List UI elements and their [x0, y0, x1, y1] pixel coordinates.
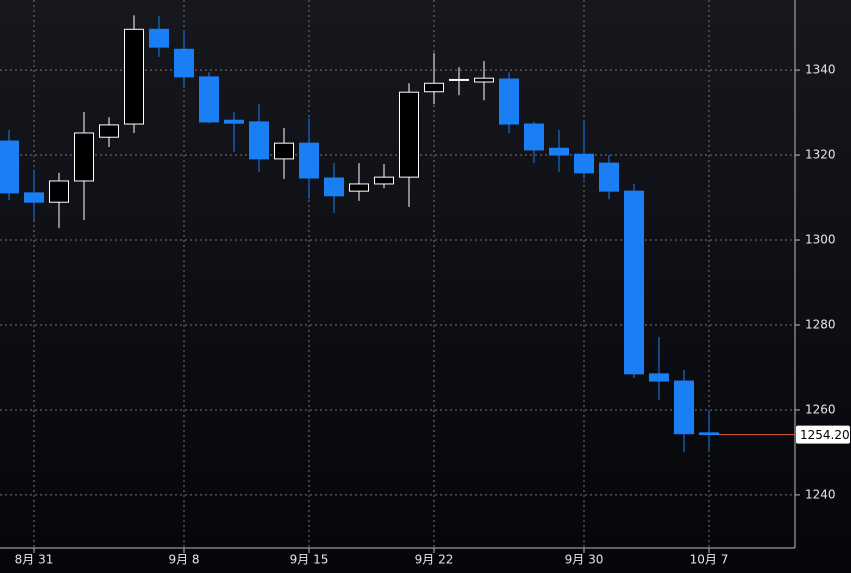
- candle-body: [499, 78, 519, 125]
- candle-body: [574, 153, 594, 174]
- x-tick-label: 8月 31: [15, 553, 54, 567]
- y-tick-label: 1240: [805, 487, 836, 501]
- candle-body: [624, 190, 644, 375]
- y-tick-label: 1340: [805, 63, 836, 77]
- candle-body: [674, 380, 694, 435]
- candle-body: [74, 132, 94, 182]
- candle-body: [349, 183, 369, 192]
- x-tick-label: 9月 8: [168, 553, 199, 567]
- candle-body: [374, 176, 394, 185]
- candle-body: [0, 140, 19, 194]
- candle-body: [549, 147, 569, 156]
- candle-body: [699, 432, 719, 436]
- candle-body: [474, 77, 494, 83]
- candle-body: [424, 82, 444, 93]
- candle-body: [649, 373, 669, 382]
- candle-body: [449, 78, 469, 81]
- candle-body: [249, 121, 269, 160]
- y-tick-label: 1300: [805, 233, 836, 247]
- last-price-box: [796, 425, 850, 444]
- candle-body: [274, 142, 294, 160]
- candle-body: [324, 177, 344, 197]
- candle-body: [49, 180, 69, 203]
- x-tick-label: 9月 22: [415, 553, 454, 567]
- last-price-label: 1254.20: [800, 428, 850, 442]
- candle-body: [399, 91, 419, 178]
- y-tick-label: 1320: [805, 148, 836, 162]
- candle-body: [99, 124, 119, 138]
- candle-body: [199, 76, 219, 123]
- y-tick-label: 1280: [805, 317, 836, 331]
- candle-body: [124, 28, 144, 125]
- candle-body: [149, 28, 169, 48]
- x-tick-label: 9月 30: [565, 553, 604, 567]
- candle-body: [24, 192, 44, 203]
- candle-body: [299, 142, 319, 179]
- x-tick-label: 10月 7: [690, 553, 729, 567]
- candle-body: [524, 123, 544, 151]
- candle-body: [599, 162, 619, 192]
- candle-body: [224, 119, 244, 124]
- x-tick-label: 9月 15: [290, 553, 329, 567]
- y-tick-label: 1260: [805, 402, 836, 416]
- candle-body: [174, 48, 194, 78]
